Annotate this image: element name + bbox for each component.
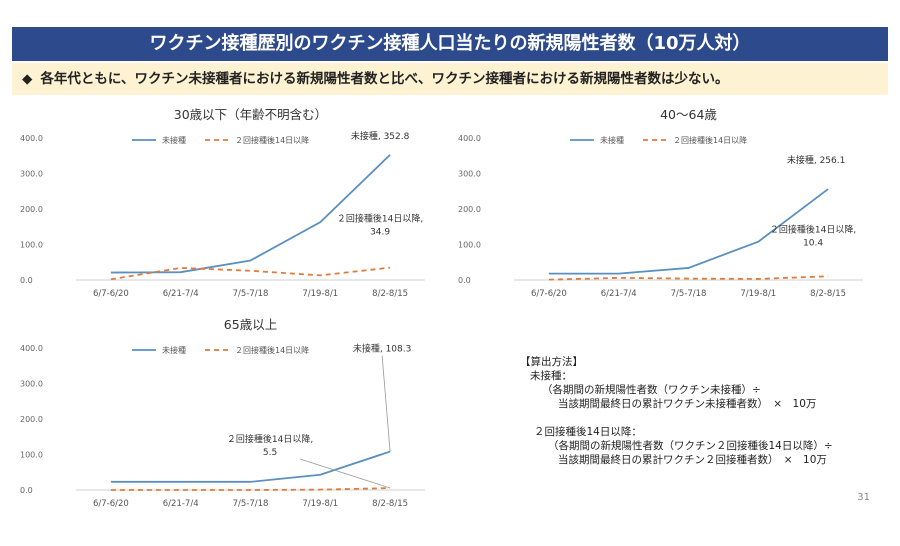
data-label: 未接種, 256.1 bbox=[787, 154, 846, 166]
x-tick-label: 7/19-8/1 bbox=[740, 289, 776, 299]
y-tick-label: 100.0 bbox=[20, 451, 43, 460]
x-tick-label: 6/21-7/4 bbox=[601, 289, 637, 299]
y-tick-label: 0.0 bbox=[20, 276, 33, 285]
data-label-line: 未接種, 108.3 bbox=[353, 343, 412, 355]
legend-label: ２回接種後14日以降 bbox=[673, 135, 747, 145]
method-unvax-label: 未接種： bbox=[530, 370, 572, 382]
chart-title: 65歳以上 bbox=[224, 317, 277, 332]
legend-label: ２回接種後14日以降 bbox=[235, 135, 309, 145]
series-line bbox=[548, 188, 829, 275]
y-tick-label: 300.0 bbox=[20, 170, 43, 179]
method-unvax-formula-1: （各期間の新規陽性者数（ワクチン未接種）÷ bbox=[542, 384, 761, 396]
x-tick-label: 8/2-8/15 bbox=[372, 289, 408, 299]
chart-under-30: 30歳以下（年齢不明含む） 0.0 100.0 200.0 300.0 400.0 6/7-… bbox=[20, 107, 425, 299]
series-line bbox=[110, 450, 391, 483]
chart-40-64: 40～64歳 0.0 100.0 200.0 300.0 400.0 6/7-6/20 6/2… bbox=[458, 107, 863, 299]
y-tick-label: 0.0 bbox=[20, 486, 33, 495]
x-tick-label: 7/5-7/18 bbox=[671, 289, 707, 299]
data-label-line: 5.5 bbox=[263, 448, 277, 458]
y-tick-label: 400.0 bbox=[458, 134, 481, 143]
data-label: ２回接種後14日以降, 10.4 bbox=[770, 223, 856, 248]
method-vax-formula-1: （各期間の新規陽性者数（ワクチン２回接種後14日以降）÷ bbox=[548, 440, 833, 452]
y-tick-label: 0.0 bbox=[458, 276, 471, 285]
data-label: ２回接種後14日以降, 5.5 bbox=[227, 433, 313, 458]
y-tick-label: 400.0 bbox=[20, 134, 43, 143]
y-tick-label: 400.0 bbox=[20, 344, 43, 353]
y-tick-label: 200.0 bbox=[458, 205, 481, 214]
legend-label: 未接種 bbox=[600, 135, 624, 145]
data-label: 未接種, 352.8 bbox=[351, 130, 410, 142]
chart-65-over: 65歳以上 0.0 100.0 200.0 300.0 400.0 6/7-6/20 6/21… bbox=[20, 317, 425, 509]
method-vax-formula-2: 当該期間最終日の累計ワクチン２回接種者数） × 10万 bbox=[558, 454, 827, 466]
y-tick-label: 300.0 bbox=[458, 170, 481, 179]
data-label-line: 34.9 bbox=[370, 228, 390, 238]
y-tick-label: 200.0 bbox=[20, 415, 43, 424]
chart-title: 40～64歳 bbox=[660, 107, 717, 122]
x-tick-label: 7/19-8/1 bbox=[302, 499, 338, 509]
series-line bbox=[548, 275, 829, 281]
y-tick-label: 100.0 bbox=[20, 241, 43, 250]
x-tick-label: 8/2-8/15 bbox=[372, 499, 408, 509]
data-label-line: ２回接種後14日以降, bbox=[227, 433, 313, 445]
method-vax-label: ２回接種後14日以降： bbox=[534, 426, 642, 438]
leader-line bbox=[299, 458, 391, 489]
x-tick-label: 6/7-6/20 bbox=[93, 289, 129, 299]
x-tick-label: 6/7-6/20 bbox=[531, 289, 567, 299]
summary-text: 各年代ともに、ワクチン未接種者における新規陽性者数と比べ、ワクチン接種者における… bbox=[40, 71, 729, 87]
legend-label: ２回接種後14日以降 bbox=[235, 345, 309, 355]
data-label-line: ２回接種後14日以降, bbox=[770, 223, 856, 235]
x-tick-label: 7/19-8/1 bbox=[302, 289, 338, 299]
data-label: ２回接種後14日以降, 34.9 bbox=[337, 213, 423, 238]
method-unvax-formula-2: 当該期間最終日の累計ワクチン未接種者数） × 10万 bbox=[558, 398, 817, 410]
data-label-line: 未接種, 352.8 bbox=[351, 130, 410, 142]
y-tick-label: 300.0 bbox=[20, 380, 43, 389]
x-tick-label: 6/21-7/4 bbox=[163, 289, 199, 299]
legend-label: 未接種 bbox=[162, 135, 186, 145]
data-label-line: 未接種, 256.1 bbox=[787, 154, 846, 166]
data-label: 未接種, 108.3 bbox=[353, 343, 412, 355]
series-line bbox=[110, 266, 391, 281]
x-tick-label: 7/5-7/18 bbox=[233, 499, 269, 509]
y-tick-label: 200.0 bbox=[20, 205, 43, 214]
page-number: 31 bbox=[857, 492, 870, 503]
x-tick-label: 7/5-7/18 bbox=[233, 289, 269, 299]
y-tick-label: 100.0 bbox=[458, 241, 481, 250]
series-line bbox=[110, 487, 391, 491]
diamond-icon: ◆ bbox=[22, 71, 33, 87]
x-tick-label: 8/2-8/15 bbox=[810, 289, 846, 299]
chart-title: 30歳以下（年齢不明含む） bbox=[174, 107, 327, 122]
page-title: ワクチン接種歴別のワクチン接種人口当たりの新規陽性者数（10万人対） bbox=[12, 27, 888, 61]
legend-label: 未接種 bbox=[162, 345, 186, 355]
calculation-method: 【算出方法】 未接種： （各期間の新規陽性者数（ワクチン未接種）÷ 当該期間最終日の累… bbox=[520, 355, 833, 467]
leader-line bbox=[381, 355, 391, 452]
data-label-line: ２回接種後14日以降, bbox=[337, 213, 423, 225]
x-tick-label: 6/7-6/20 bbox=[93, 499, 129, 509]
data-label-line: 10.4 bbox=[803, 238, 823, 248]
x-tick-label: 6/21-7/4 bbox=[163, 499, 199, 509]
summary-banner: ◆ 各年代ともに、ワクチン未接種者における新規陽性者数と比べ、ワクチン接種者におけ… bbox=[12, 63, 888, 95]
method-heading: 【算出方法】 bbox=[520, 356, 583, 368]
